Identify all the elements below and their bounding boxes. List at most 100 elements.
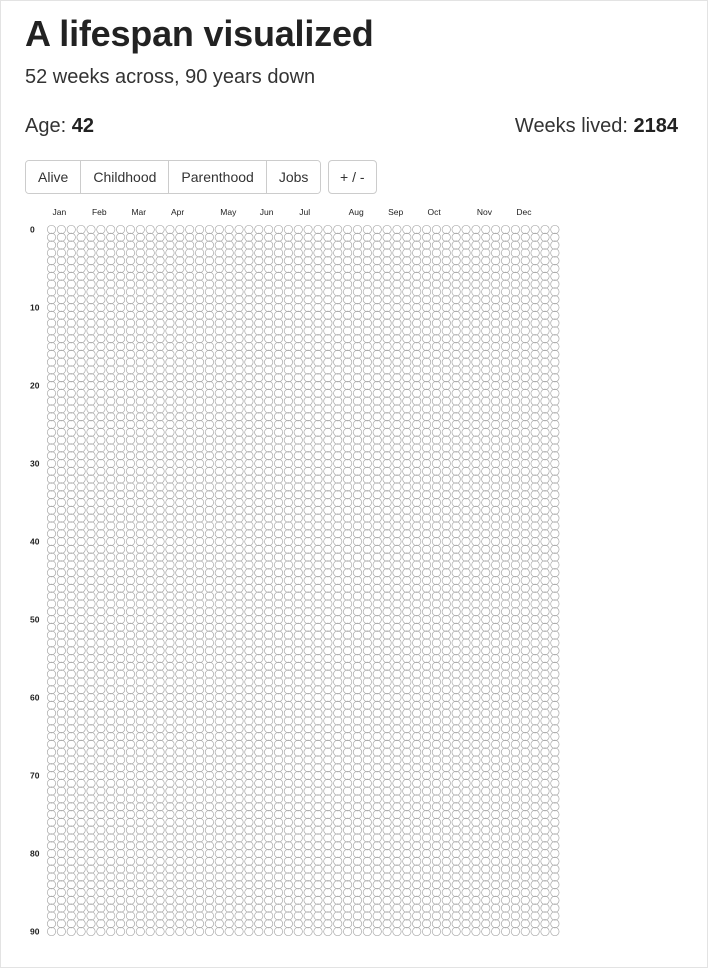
week-circle <box>530 341 540 352</box>
week-circle <box>125 279 136 289</box>
week-circle <box>66 622 76 632</box>
week-circle <box>96 388 106 398</box>
week-circle <box>155 825 165 835</box>
week-circle <box>283 770 293 781</box>
week-circle <box>520 334 530 344</box>
week-circle <box>352 310 363 320</box>
week-circle <box>343 614 353 625</box>
week-circle <box>323 287 333 297</box>
week-circle <box>165 536 175 547</box>
week-circle <box>422 256 432 266</box>
week-circle <box>491 583 501 593</box>
week-circle <box>500 872 511 882</box>
week-circle <box>204 458 214 469</box>
week-circle <box>422 685 432 695</box>
week-circle <box>185 318 195 328</box>
week-circle <box>234 872 244 882</box>
week-circle <box>116 653 126 664</box>
week-circle <box>96 310 106 320</box>
week-circle <box>125 926 136 937</box>
week-circle <box>96 731 106 742</box>
week-circle <box>481 825 491 835</box>
week-circle <box>46 497 57 508</box>
week-circle <box>510 544 520 554</box>
week-circle <box>76 373 86 383</box>
week-circle <box>234 778 244 788</box>
week-circle <box>422 458 432 469</box>
week-circle <box>165 856 175 866</box>
week-circle <box>412 295 422 305</box>
week-circle <box>313 419 323 430</box>
week-circle <box>145 763 155 773</box>
week-circle <box>155 770 165 781</box>
week-circle <box>303 560 313 570</box>
week-circle <box>96 357 106 367</box>
week-circle <box>254 419 264 430</box>
week-circle <box>145 895 155 905</box>
week-circle <box>520 763 530 773</box>
month-label-jun: Jun <box>260 207 274 217</box>
week-circle <box>244 373 254 383</box>
week-circle <box>106 373 116 383</box>
childhood-button[interactable]: Childhood <box>81 161 170 193</box>
week-circle <box>451 786 461 796</box>
week-circle <box>520 825 530 835</box>
week-circle <box>175 622 185 632</box>
week-circle <box>264 747 274 757</box>
week-circle <box>491 427 501 437</box>
week-circle <box>264 380 274 391</box>
week-circle <box>333 919 343 929</box>
week-circle <box>343 848 353 859</box>
week-circle <box>500 848 511 859</box>
toggle-button[interactable]: + / - <box>328 160 377 194</box>
week-circle <box>323 848 333 859</box>
week-circle <box>195 646 205 656</box>
week-circle <box>195 669 205 679</box>
week-circle <box>125 747 136 757</box>
jobs-button[interactable]: Jobs <box>266 161 321 193</box>
week-circle <box>175 404 185 414</box>
week-circle <box>76 232 86 242</box>
week-circle <box>264 474 274 484</box>
week-circle <box>441 919 451 929</box>
week-circle <box>303 271 313 281</box>
week-circle <box>323 427 333 437</box>
week-circle <box>185 638 195 648</box>
week-circle <box>402 646 412 656</box>
week-circle <box>204 653 214 664</box>
parenthood-button[interactable]: Parenthood <box>169 161 267 193</box>
week-circle <box>125 466 136 476</box>
week-circle <box>185 880 195 890</box>
week-circle <box>135 357 145 367</box>
week-circle <box>66 482 76 492</box>
week-circle <box>422 412 432 422</box>
week-circle <box>333 825 343 835</box>
week-circle <box>175 856 185 866</box>
week-circle <box>214 318 224 328</box>
week-circle <box>372 388 382 398</box>
week-circle <box>343 240 353 250</box>
week-circle <box>165 443 175 453</box>
week-circle <box>106 474 116 484</box>
week-circle <box>481 926 491 937</box>
week-circle <box>96 396 106 406</box>
week-circle <box>145 466 155 476</box>
week-circle <box>86 708 96 718</box>
week-circle <box>540 451 550 461</box>
week-circle <box>412 778 422 788</box>
week-circle <box>125 287 136 297</box>
week-circle <box>165 895 175 905</box>
week-circle <box>461 677 471 687</box>
week-circle <box>273 575 284 586</box>
week-circle <box>431 279 441 289</box>
week-circle <box>530 747 540 757</box>
alive-button[interactable]: Alive <box>26 161 82 193</box>
week-circle <box>313 349 323 359</box>
week-circle <box>273 677 284 687</box>
week-circle <box>431 575 441 586</box>
week-circle <box>293 716 303 726</box>
week-circle <box>491 232 501 242</box>
week-circle <box>412 248 422 258</box>
week-circle <box>56 466 66 476</box>
week-circle <box>323 887 333 898</box>
